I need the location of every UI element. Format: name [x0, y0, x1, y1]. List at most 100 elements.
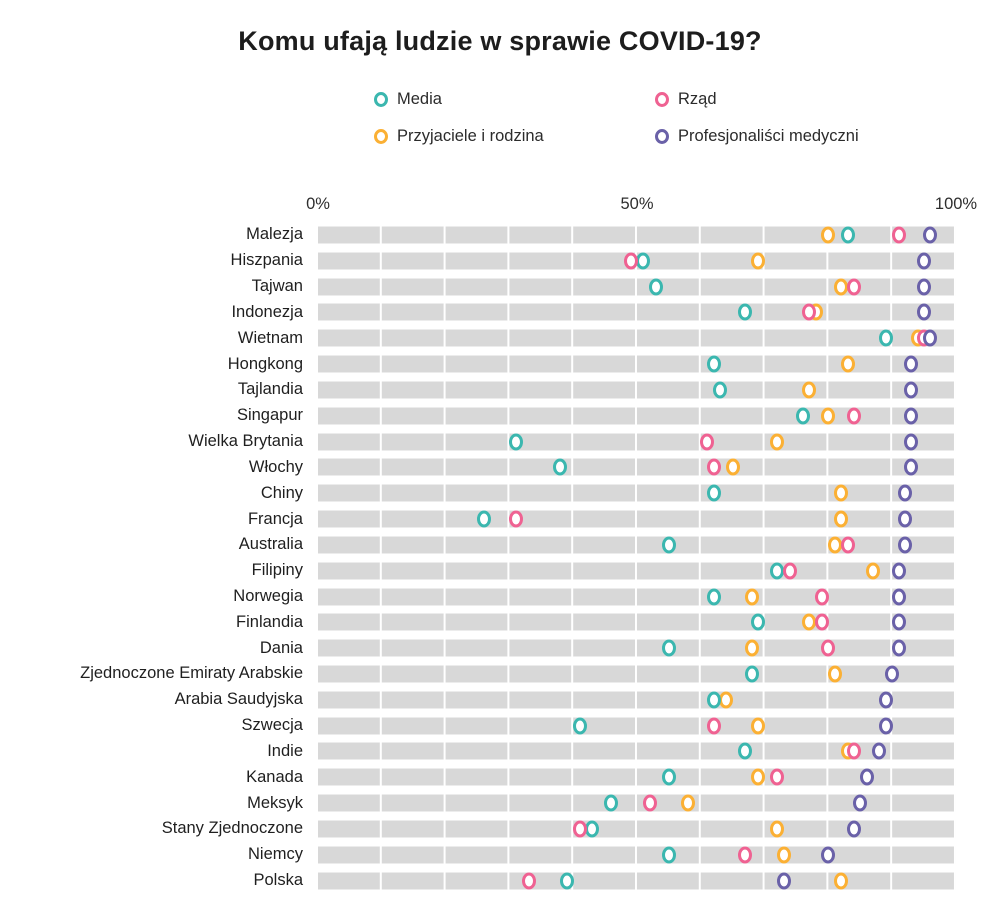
country-row: Indie	[0, 739, 1000, 765]
dot-przyjaciele	[834, 484, 849, 502]
dot-przyjaciele	[770, 433, 785, 451]
dot-rzad	[815, 613, 830, 631]
dot-rzad	[891, 226, 906, 244]
country-row: Dania	[0, 635, 1000, 661]
dot-medycy	[821, 846, 836, 864]
dot-przyjaciele	[827, 536, 842, 554]
country-label: Polska	[253, 871, 303, 890]
country-label: Indonezja	[231, 302, 303, 321]
dot-media	[572, 717, 587, 735]
country-label: Filipiny	[251, 561, 303, 580]
dot-media	[706, 484, 721, 502]
country-label: Zjednoczone Emiraty Arabskie	[80, 664, 303, 683]
track-bar	[318, 613, 956, 631]
legend-item-media: Media	[374, 87, 655, 111]
dot-przyjaciele	[827, 665, 842, 683]
track-bar	[318, 691, 956, 709]
dot-media	[661, 846, 676, 864]
country-label: Francja	[247, 509, 303, 528]
country-row: Australia	[0, 532, 1000, 558]
dot-medycy	[776, 872, 791, 890]
track-bar	[318, 665, 956, 683]
x-axis: 0% 50% 100%	[0, 195, 1000, 217]
track-bar	[318, 355, 956, 373]
dot-medycy	[904, 355, 919, 373]
country-row: Malezja	[0, 222, 1000, 248]
dot-rzad	[572, 820, 587, 838]
dot-rzad	[738, 846, 753, 864]
dot-przyjaciele	[744, 639, 759, 657]
media-series-ring-icon	[374, 91, 388, 107]
legend-label-medycy: Profesjonaliści medyczni	[678, 126, 859, 145]
dot-media	[706, 588, 721, 605]
dot-rzad	[815, 588, 830, 605]
country-row: Singapur	[0, 403, 1000, 429]
country-row: Hiszpania	[0, 248, 1000, 274]
country-row: Norwegia	[0, 584, 1000, 610]
dot-medycy	[897, 510, 912, 528]
dot-medycy	[846, 820, 861, 838]
dot-rzad	[508, 510, 523, 528]
chart-legend: Media Przyjaciele i rodzina Rząd Profesj…	[374, 87, 859, 148]
track-bar	[318, 484, 956, 502]
dot-przyjaciele	[821, 407, 836, 425]
dot-medycy	[904, 381, 919, 399]
dot-media	[751, 613, 766, 631]
dot-medycy	[917, 252, 932, 270]
track-bar	[318, 510, 956, 528]
dot-media	[770, 562, 785, 580]
dot-rzad	[783, 562, 798, 580]
track-bar	[318, 794, 956, 812]
dot-medycy	[917, 278, 932, 296]
dot-medycy	[923, 329, 938, 347]
dot-medycy	[904, 458, 919, 476]
dot-media	[604, 794, 619, 812]
chart-title: Komu ufają ludzie w sprawie COVID-19?	[238, 26, 762, 56]
track-bar	[318, 458, 956, 476]
dot-medycy	[891, 639, 906, 657]
dot-media	[585, 820, 600, 838]
country-row: Meksyk	[0, 790, 1000, 816]
dot-media	[661, 639, 676, 657]
dot-media	[706, 691, 721, 709]
dot-media	[476, 510, 491, 528]
dot-medycy	[917, 303, 932, 321]
x-axis-tick-label: 100%	[934, 195, 978, 213]
legend-label-rzad: Rząd	[678, 89, 717, 108]
dot-przyjaciele	[751, 768, 766, 786]
dot-medycy	[904, 433, 919, 451]
dot-rzad	[821, 639, 836, 657]
country-label: Australia	[238, 535, 303, 554]
country-row: Polska	[0, 868, 1000, 894]
country-row: Zjednoczone Emiraty Arabskie	[0, 661, 1000, 687]
country-row: Szwecja	[0, 713, 1000, 739]
dot-media	[712, 381, 727, 399]
dot-przyjaciele	[719, 691, 734, 709]
country-row: Wielka Brytania	[0, 429, 1000, 455]
dot-media	[706, 355, 721, 373]
dot-media	[661, 768, 676, 786]
dot-rzad	[802, 303, 817, 321]
dot-przyjaciele	[802, 381, 817, 399]
track-bar	[318, 562, 956, 580]
track-bar	[318, 329, 956, 347]
dot-rzad	[846, 742, 861, 760]
track-bar	[318, 768, 956, 786]
dot-medycy	[897, 484, 912, 502]
dot-medycy	[872, 742, 887, 760]
government-series-ring-icon	[655, 91, 669, 107]
country-label: Szwecja	[241, 716, 303, 735]
dot-media	[738, 303, 753, 321]
dot-media	[559, 872, 574, 890]
country-row: Arabia Saudyjska	[0, 687, 1000, 713]
country-row: Niemcy	[0, 842, 1000, 868]
track-bar	[318, 639, 956, 657]
dot-rzad	[700, 433, 715, 451]
dot-rzad	[846, 278, 861, 296]
country-label: Hiszpania	[230, 251, 303, 270]
track-bar	[318, 742, 956, 760]
dot-przyjaciele	[744, 588, 759, 605]
legend-label-przyjaciele: Przyjaciele i rodzina	[397, 126, 544, 145]
dot-medycy	[891, 613, 906, 631]
dot-przyjaciele	[834, 510, 849, 528]
